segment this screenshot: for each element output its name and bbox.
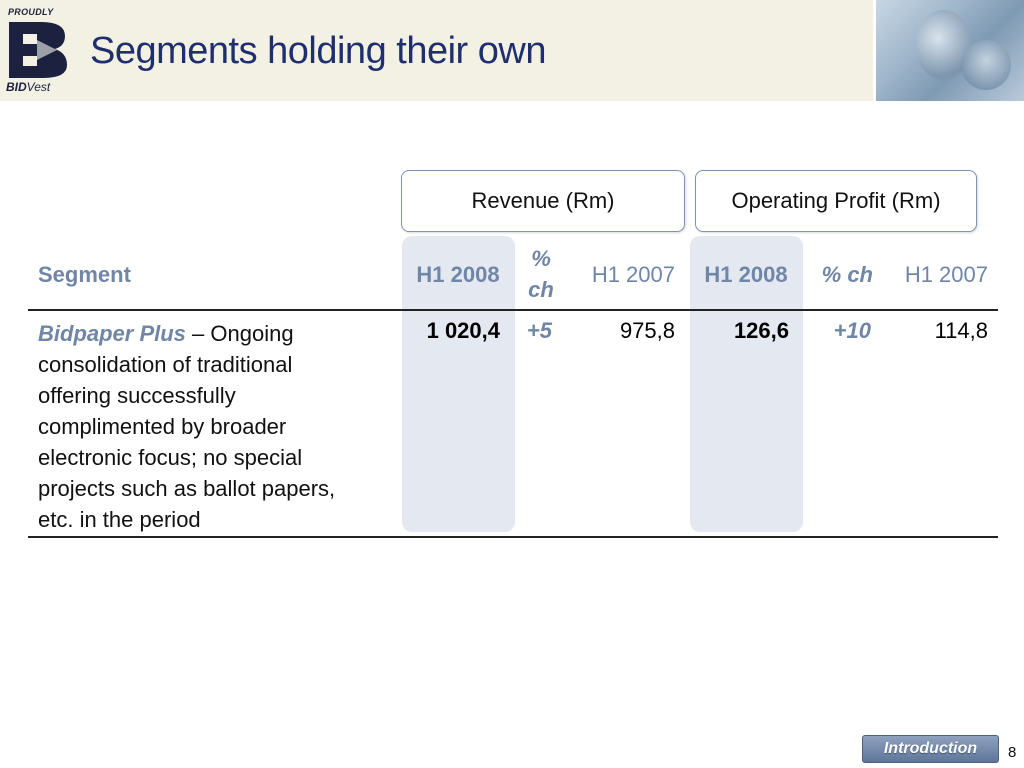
revenue-group-header: Revenue (Rm) [401,170,685,232]
highlight-column-revenue-2008 [402,236,515,532]
op-h1-2007-value: 114,8 [934,318,988,343]
segment-description: – Ongoing consolidation of traditional o… [38,321,336,532]
header-band [0,0,873,101]
header-rule [28,309,998,311]
page-title: Segments holding their own [90,30,546,72]
header-photo [876,0,1024,101]
bidvest-logo: PROUDLY BIDVest [5,7,75,95]
segment-name: Bidpaper Plus [38,321,186,346]
rev-h1-2008-value: 1 020,4 [426,318,500,343]
op-h1-2008-value: 126,6 [733,318,789,343]
col-header-rev-h1-2008: H1 2008 [416,262,500,287]
col-header-op-h1-2008: H1 2008 [704,262,788,287]
col-header-rev-h1-2007: H1 2007 [591,262,675,287]
col-header-op-pct-ch: % ch [821,262,873,287]
highlight-column-op-2008 [690,236,803,532]
rev-pct-ch-value: +5 [526,318,552,343]
col-header-rev-pct-ch: % ch [528,246,554,302]
op-pct-ch-value: +10 [833,318,871,343]
segment-cell: Bidpaper Plus – Ongoing consolidation of… [38,318,368,535]
operating-profit-group-header: Operating Profit (Rm) [695,170,977,232]
logo-proudly-text: PROUDLY [8,7,54,17]
logo-wordmark: BIDVest [6,80,51,94]
col-header-segment: Segment [38,262,131,287]
rev-h1-2007-value: 975,8 [619,318,675,343]
col-header-op-h1-2007: H1 2007 [904,262,988,287]
footer-rule [28,536,998,538]
bidvest-b-logo-icon [9,22,67,78]
introduction-nav-button[interactable]: Introduction [862,735,999,763]
page-number: 8 [1008,744,1017,761]
